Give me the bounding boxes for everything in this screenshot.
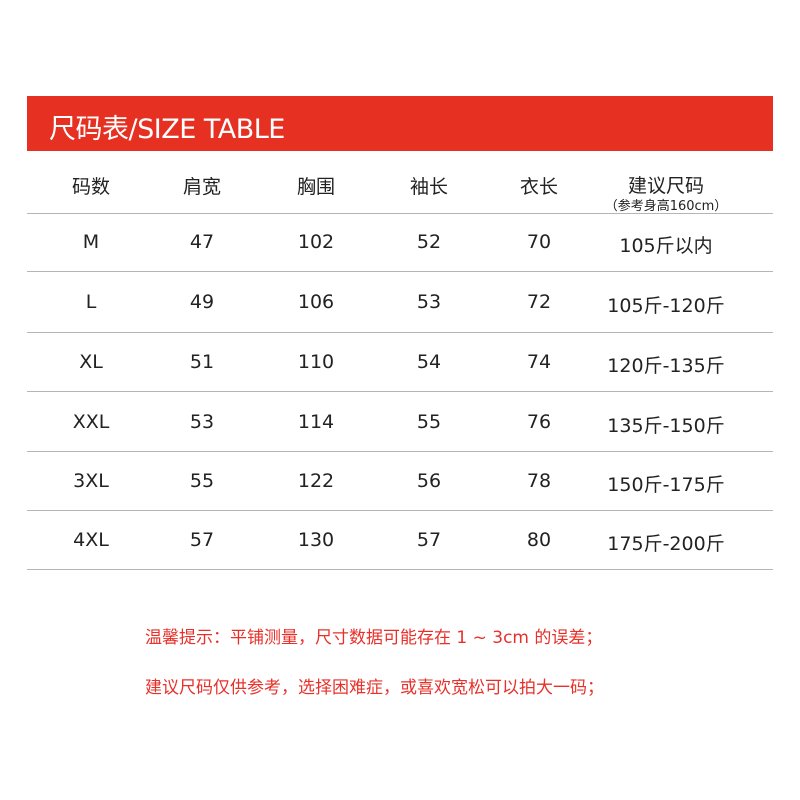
- column-header: 胸围: [296, 176, 336, 198]
- table-cell: 150斤-175斤: [607, 474, 725, 496]
- table-cell: 52: [416, 231, 442, 253]
- table-cell: L: [85, 291, 97, 313]
- table-cell: 78: [526, 470, 552, 492]
- row-divider: [27, 451, 773, 452]
- table-cell: 135斤-150斤: [607, 415, 725, 437]
- row-divider: [27, 332, 773, 333]
- table-cell: 102: [297, 231, 335, 253]
- column-header: 肩宽: [182, 176, 222, 198]
- header-note: （参考身高160cm）: [604, 199, 728, 214]
- column-header: 衣长: [519, 176, 559, 198]
- table-cell: 53: [416, 291, 442, 313]
- row-divider: [27, 213, 773, 214]
- table-cell: XL: [79, 351, 103, 373]
- row-divider: [27, 391, 773, 392]
- table-cell: 114: [297, 411, 335, 433]
- page-title: 尺码表/SIZE TABLE: [49, 114, 285, 145]
- table-cell: 105斤以内: [619, 235, 713, 257]
- table-cell: 49: [189, 291, 215, 313]
- table-cell: 130: [297, 529, 335, 551]
- table-cell: 57: [189, 529, 215, 551]
- table-cell: 54: [416, 351, 442, 373]
- note-measurement: 温馨提示：平铺测量，尺寸数据可能存在 1 ~ 3cm 的误差；: [145, 628, 603, 648]
- table-cell: 122: [297, 470, 335, 492]
- table-cell: 51: [189, 351, 215, 373]
- table-cell: M: [82, 231, 100, 253]
- table-cell: 106: [297, 291, 335, 313]
- table-cell: 74: [526, 351, 552, 373]
- table-cell: 175斤-200斤: [607, 533, 725, 555]
- row-divider: [27, 271, 773, 272]
- table-cell: 4XL: [73, 529, 109, 551]
- table-cell: 55: [416, 411, 442, 433]
- table-cell: 72: [526, 291, 552, 313]
- table-cell: 57: [416, 529, 442, 551]
- table-cell: 105斤-120斤: [607, 295, 725, 317]
- table-cell: 80: [526, 529, 552, 551]
- table-cell: 53: [189, 411, 215, 433]
- table-cell: 110: [297, 351, 335, 373]
- table-cell: 56: [416, 470, 442, 492]
- column-header: 袖长: [409, 176, 449, 198]
- column-header: 码数: [71, 176, 111, 198]
- row-divider: [27, 569, 773, 570]
- table-cell: 47: [189, 231, 215, 253]
- title-banner: 尺码表/SIZE TABLE: [27, 96, 773, 151]
- column-header: 建议尺码: [627, 175, 705, 197]
- note-recommendation: 建议尺码仅供参考，选择困难症，或喜欢宽松可以拍大一码；: [145, 678, 604, 698]
- table-cell: 120斤-135斤: [607, 355, 725, 377]
- table-cell: 76: [526, 411, 552, 433]
- table-cell: 3XL: [73, 470, 109, 492]
- row-divider: [27, 510, 773, 511]
- table-cell: 70: [526, 231, 552, 253]
- table-cell: XXL: [72, 411, 110, 433]
- table-cell: 55: [189, 470, 215, 492]
